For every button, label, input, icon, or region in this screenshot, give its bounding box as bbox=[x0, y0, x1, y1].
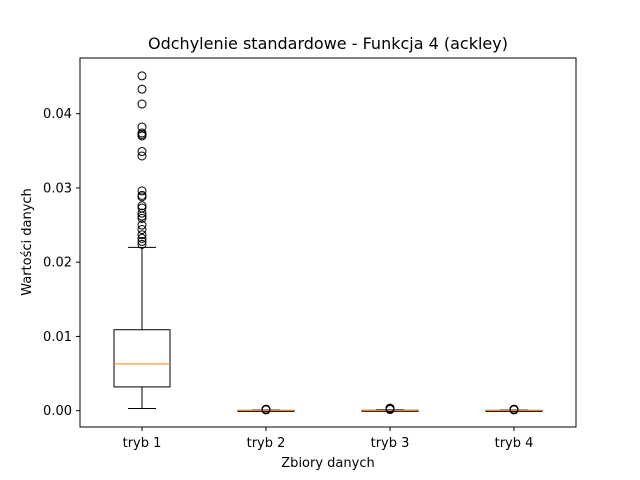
outlier-point bbox=[137, 233, 147, 243]
y-tick-label: 0.01 bbox=[43, 330, 72, 345]
x-tick-label: tryb 4 bbox=[495, 436, 534, 451]
x-tick-label: tryb 3 bbox=[371, 436, 410, 451]
outlier-point bbox=[137, 84, 147, 94]
y-axis-label: Wartości danych bbox=[20, 188, 35, 296]
outlier-point bbox=[137, 201, 147, 211]
outlier-point bbox=[137, 236, 147, 246]
outlier-point bbox=[137, 239, 147, 249]
outlier-point bbox=[137, 225, 147, 235]
outlier-point bbox=[137, 208, 147, 218]
outlier-point bbox=[137, 192, 147, 202]
outlier-point bbox=[137, 131, 147, 141]
y-tick-label: 0.02 bbox=[43, 256, 72, 271]
box-iqr bbox=[113, 329, 171, 388]
y-tick-label: 0.00 bbox=[43, 404, 72, 419]
outlier-point bbox=[137, 99, 147, 109]
outlier-point bbox=[137, 211, 147, 221]
x-tick-label: tryb 2 bbox=[247, 436, 286, 451]
outlier-point bbox=[137, 71, 147, 81]
outlier-point bbox=[137, 213, 147, 223]
outlier-point bbox=[385, 403, 395, 413]
outlier-point bbox=[509, 404, 519, 414]
x-axis-label: Zbiory danych bbox=[281, 456, 374, 471]
outlier-point bbox=[137, 147, 147, 157]
axes-frame bbox=[79, 57, 577, 428]
outlier-point bbox=[137, 186, 147, 196]
x-tick-label: tryb 1 bbox=[123, 436, 162, 451]
chart-title: Odchylenie standardowe - Funkcja 4 (ackl… bbox=[148, 34, 508, 53]
outlier-point bbox=[137, 122, 147, 132]
outlier-point bbox=[137, 151, 147, 161]
outlier-point bbox=[261, 404, 271, 414]
outlier-point bbox=[137, 230, 147, 240]
y-tick-label: 0.03 bbox=[43, 181, 72, 196]
outlier-point bbox=[137, 220, 147, 230]
y-tick-label: 0.04 bbox=[43, 107, 72, 122]
plot-area: 0.00 0.01 0.02 0.03 0.04 tryb 1 tryb 2 tryb 3 tr… bbox=[43, 71, 543, 451]
